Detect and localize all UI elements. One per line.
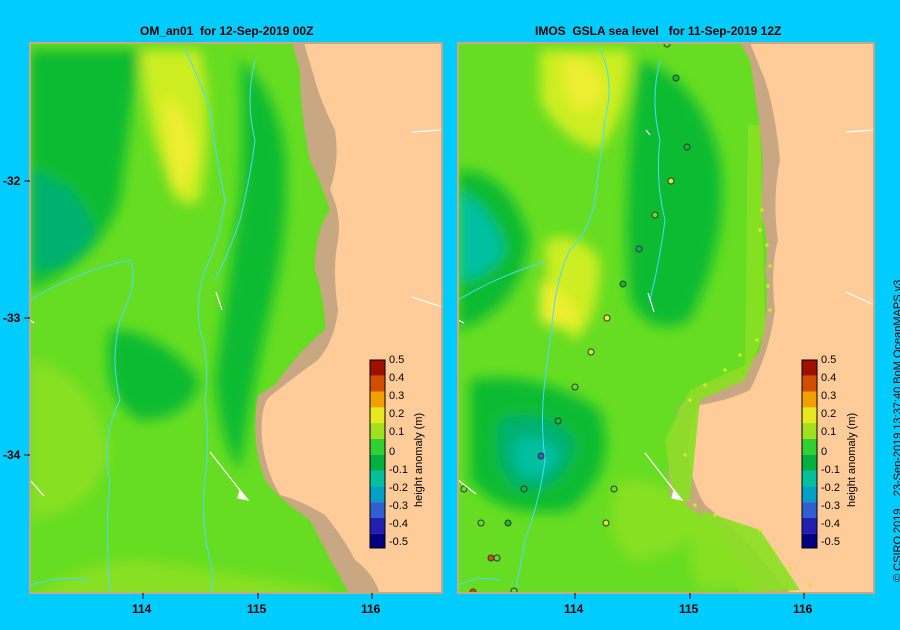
colorbar-tick: 0.3 xyxy=(389,390,405,402)
colorbar-label: height anomaly (m) xyxy=(846,412,858,507)
left-colorbar xyxy=(369,359,386,549)
colorbar-tick: 0.2 xyxy=(389,408,405,420)
colorbar-label: height anomaly (m) xyxy=(413,412,425,507)
right-panel-frame xyxy=(457,42,875,594)
y-tick-label: -34 xyxy=(3,448,21,462)
colorbar-tick: -0.1 xyxy=(821,464,840,476)
colorbar-tick: -0.3 xyxy=(821,500,840,512)
right-x-tick-label: 116 xyxy=(793,602,813,616)
colorbar-tick: 0.5 xyxy=(389,354,405,366)
left-x-tick-label: 116 xyxy=(361,602,381,616)
colorbar-tick: 0.5 xyxy=(821,354,837,366)
colorbar-tick: 0.4 xyxy=(389,372,405,384)
colorbar-tick: 0.4 xyxy=(821,372,837,384)
colorbar-tick: -0.5 xyxy=(389,536,408,548)
colorbar-tick: -0.3 xyxy=(389,500,408,512)
y-tick-label: -32 xyxy=(3,174,21,188)
colorbar-tick: 0.1 xyxy=(821,426,837,438)
colorbar-tick: 0.2 xyxy=(821,408,837,420)
colorbar-tick: -0.4 xyxy=(821,518,840,530)
left-x-tick-label: 115 xyxy=(247,602,267,616)
colorbar-tick: -0.2 xyxy=(389,482,408,494)
right-panel-title: IMOS GSLA sea level for 11-Sep-2019 12Z xyxy=(535,24,782,38)
y-tick-label: -33 xyxy=(3,311,21,325)
left-x-tick-label: 114 xyxy=(132,602,152,616)
colorbar-tick: 0 xyxy=(821,446,828,458)
colorbar-tick: -0.1 xyxy=(389,464,408,476)
right-colorbar xyxy=(801,359,818,549)
colorbar-tick: 0.3 xyxy=(821,390,837,402)
credit-text: © CSIRO 2019 23-Sep-2019 13:37:40 BoM Oc… xyxy=(892,279,900,582)
colorbar-tick: -0.4 xyxy=(389,518,408,530)
colorbar-tick: 0 xyxy=(389,446,396,458)
colorbar-tick: 0.1 xyxy=(389,426,405,438)
right-x-tick-label: 114 xyxy=(564,602,584,616)
colorbar-tick: -0.5 xyxy=(821,536,840,548)
left-panel-title: OM_an01 for 12-Sep-2019 00Z xyxy=(140,24,314,38)
right-x-tick-label: 115 xyxy=(679,602,699,616)
colorbar-tick: -0.2 xyxy=(821,482,840,494)
